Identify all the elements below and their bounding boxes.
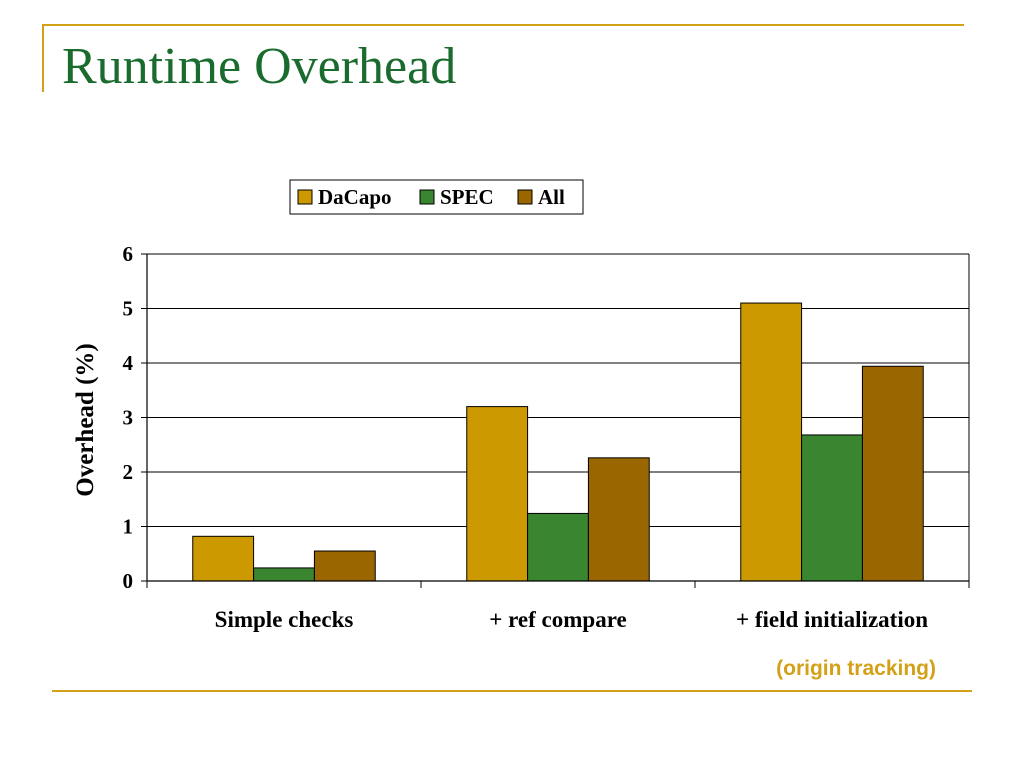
- bar-spec-1: [253, 567, 315, 582]
- bar-all-2: [587, 457, 650, 582]
- frame-top-line: [42, 24, 964, 26]
- legend-swatch-spec: [419, 189, 435, 205]
- x-tick-label: + field initialization: [736, 607, 928, 632]
- legend: DaCapo SPEC All: [289, 179, 584, 215]
- origin-tracking-note: (origin tracking): [776, 657, 936, 680]
- bar-dacapo-3: [740, 302, 803, 582]
- y-tick-label: 6: [123, 242, 134, 266]
- bar-spec-2: [527, 512, 589, 582]
- frame-bottom-line: [52, 690, 972, 692]
- y-tick-label: 0: [123, 569, 134, 593]
- legend-swatch-all: [517, 189, 533, 205]
- y-tick-label: 4: [123, 351, 134, 375]
- tick-labels: 0 1 2 3 4 5 6 Simple checks + ref compare + field…: [123, 242, 929, 632]
- x-tick-label: Simple checks: [215, 607, 354, 632]
- bar-all-1: [313, 550, 376, 582]
- y-tick-label: 5: [123, 297, 134, 321]
- legend-label-spec: SPEC: [440, 185, 494, 209]
- slide-title: Runtime Overhead: [62, 38, 457, 95]
- bar-dacapo-1: [192, 535, 255, 582]
- y-tick-label: 3: [123, 406, 134, 430]
- axes: [141, 253, 970, 588]
- frame-left-line: [42, 24, 44, 92]
- bar-spec-3: [801, 434, 863, 582]
- legend-box: [289, 179, 584, 215]
- legend-label-all: All: [538, 185, 565, 209]
- y-axis-label: Overhead (%): [72, 343, 99, 496]
- y-tick-label: 2: [123, 460, 134, 484]
- bar-all-3: [861, 365, 924, 582]
- bar-dacapo-2: [466, 406, 529, 582]
- legend-swatch-dacapo: [297, 189, 313, 205]
- y-tick-label: 1: [123, 515, 134, 539]
- x-tick-label: + ref compare: [489, 607, 626, 632]
- legend-label-dacapo: DaCapo: [318, 185, 392, 209]
- bars: [192, 302, 924, 582]
